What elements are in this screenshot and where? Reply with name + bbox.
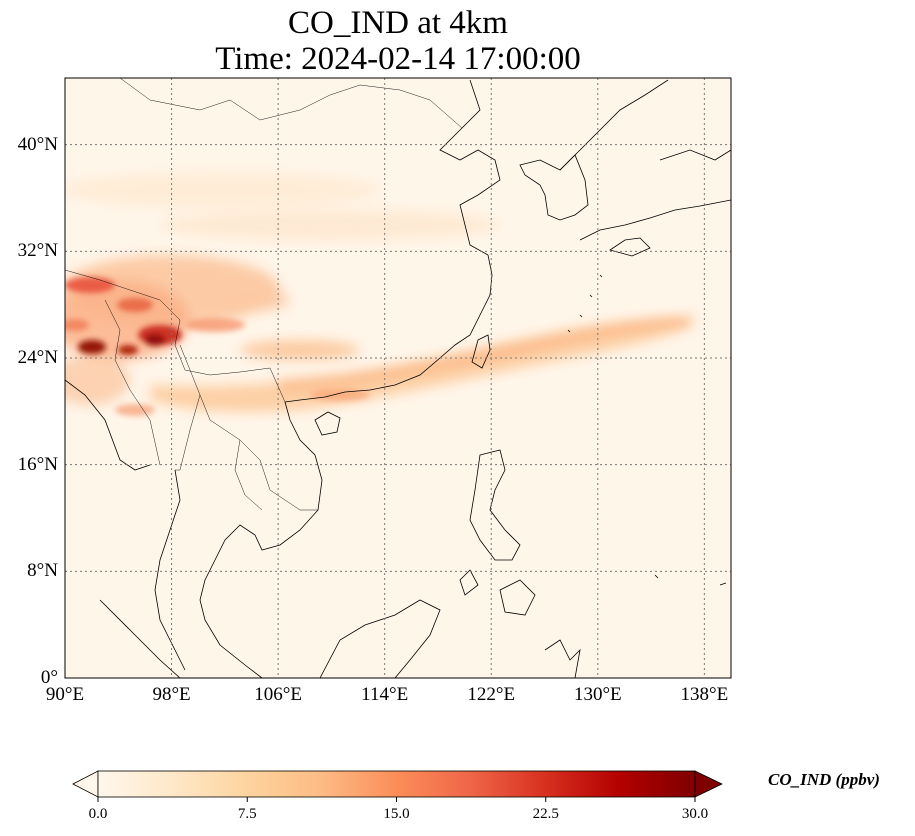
- map-gridlines: [65, 78, 731, 678]
- lat-tick-label: 40°N: [17, 133, 58, 155]
- colorbar-extend-min: [72, 770, 99, 798]
- lon-tick-label: 106°E: [254, 684, 302, 705]
- map-plot-area: [65, 78, 731, 678]
- lat-tick-label: 24°N: [17, 347, 58, 368]
- map-title-time: Time: 2024-02-14 17:00:00: [215, 41, 581, 77]
- lon-tick-label: 122°E: [467, 684, 516, 705]
- lon-tick-label: 114°E: [361, 684, 409, 705]
- lon-tick-label: 138°E: [680, 684, 729, 705]
- lat-tick-label: 0°: [40, 667, 58, 688]
- lon-tick-label: 98°E: [152, 684, 191, 705]
- lon-tick-label: 90°E: [45, 684, 85, 705]
- coastlines: [65, 79, 731, 678]
- lat-tick-label: 32°N: [17, 240, 58, 262]
- colorbar-tick-label: 30.0: [681, 806, 709, 822]
- colorbar-tick-label: 0.0: [88, 806, 108, 822]
- colorbar-label: CO_IND (ppbv): [768, 770, 880, 789]
- lat-tick-label: 8°N: [27, 560, 58, 582]
- co-concentration-field: [65, 172, 696, 416]
- map-frame: [64, 77, 732, 679]
- colorbar-gradient: [97, 770, 696, 798]
- country-borders: [65, 78, 463, 511]
- lat-tick-label: 16°N: [17, 453, 58, 475]
- colorbar-tick-label: 15.0: [383, 806, 410, 822]
- map-title-line1: CO_IND at 4km: [288, 5, 508, 41]
- colorbar-tick-label: 22.5: [532, 806, 559, 822]
- colorbar-tick-label: 7.5: [237, 806, 257, 822]
- lon-tick-label: 130°E: [573, 684, 622, 705]
- colorbar: [72, 770, 723, 802]
- colorbar-extend-max: [694, 770, 723, 798]
